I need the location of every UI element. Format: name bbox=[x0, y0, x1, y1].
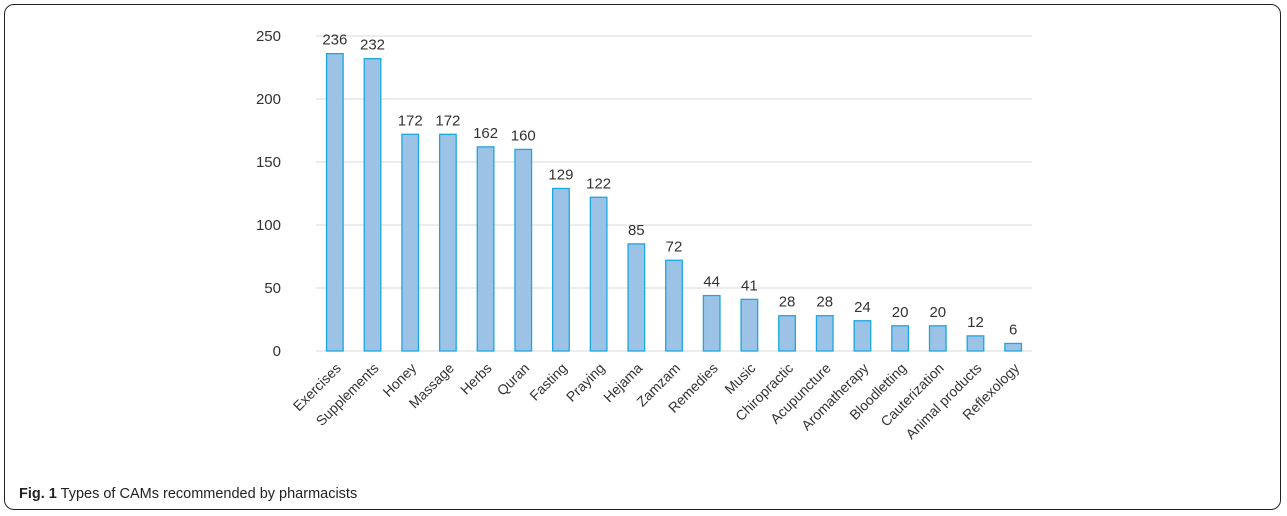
bars bbox=[325, 52, 1023, 352]
data-label: 172 bbox=[398, 112, 423, 129]
figure-label: Fig. 1 bbox=[19, 486, 57, 502]
bar bbox=[815, 315, 834, 352]
data-label: 28 bbox=[779, 294, 796, 311]
bar bbox=[1004, 342, 1023, 352]
y-tick-label: 150 bbox=[256, 154, 281, 171]
bar bbox=[438, 133, 457, 352]
bar bbox=[740, 298, 759, 352]
bar bbox=[589, 196, 608, 352]
x-tick-label: Fasting bbox=[526, 360, 570, 404]
bar bbox=[928, 325, 947, 352]
y-tick-label: 0 bbox=[273, 343, 281, 360]
x-tick-label: Praying bbox=[563, 360, 608, 405]
data-label: 85 bbox=[628, 222, 645, 239]
data-labels: 236 232 172 172 162 160 129 122 85 72 44 41 28 28 24 20… bbox=[322, 32, 1017, 339]
data-label: 236 bbox=[322, 32, 347, 49]
data-label: 24 bbox=[854, 299, 871, 316]
bar bbox=[702, 294, 721, 352]
data-label: 172 bbox=[435, 112, 460, 129]
data-label: 72 bbox=[666, 238, 683, 255]
data-label: 20 bbox=[929, 304, 946, 321]
bar bbox=[853, 320, 872, 352]
bar bbox=[665, 259, 683, 352]
bar bbox=[627, 243, 646, 352]
data-label: 44 bbox=[703, 274, 720, 291]
bar bbox=[363, 58, 382, 352]
bar bbox=[966, 335, 985, 352]
figure-caption-text: Types of CAMs recommended by pharmacists bbox=[60, 486, 358, 502]
data-label: 232 bbox=[360, 37, 385, 54]
y-tick-label: 100 bbox=[256, 217, 281, 234]
figure-frame: 0 50 100 150 200 250 236 232 172 172 162 160 129 122… bbox=[4, 4, 1281, 510]
data-label: 162 bbox=[473, 125, 498, 142]
y-axis-tick-labels: 0 50 100 150 200 250 bbox=[256, 28, 281, 360]
data-label: 41 bbox=[741, 277, 758, 294]
data-label: 129 bbox=[548, 166, 573, 183]
data-label: 12 bbox=[967, 314, 984, 331]
y-tick-label: 50 bbox=[264, 280, 281, 297]
figure-caption: Fig. 1 Types of CAMs recommended by phar… bbox=[19, 486, 357, 502]
gridlines bbox=[316, 35, 1032, 352]
data-label: 6 bbox=[1009, 321, 1017, 338]
bar bbox=[401, 133, 420, 352]
bar bbox=[552, 187, 570, 352]
y-tick-label: 250 bbox=[256, 28, 281, 45]
bar bbox=[891, 325, 910, 352]
data-label: 28 bbox=[816, 294, 833, 311]
data-label: 20 bbox=[892, 304, 909, 321]
data-label: 160 bbox=[511, 127, 536, 144]
y-tick-label: 200 bbox=[256, 91, 281, 108]
x-tick-label: Herbs bbox=[457, 360, 495, 398]
bar bbox=[514, 148, 533, 352]
bar bbox=[325, 52, 344, 352]
bar bbox=[476, 146, 495, 352]
data-label: 122 bbox=[586, 175, 611, 192]
bar bbox=[778, 315, 796, 352]
